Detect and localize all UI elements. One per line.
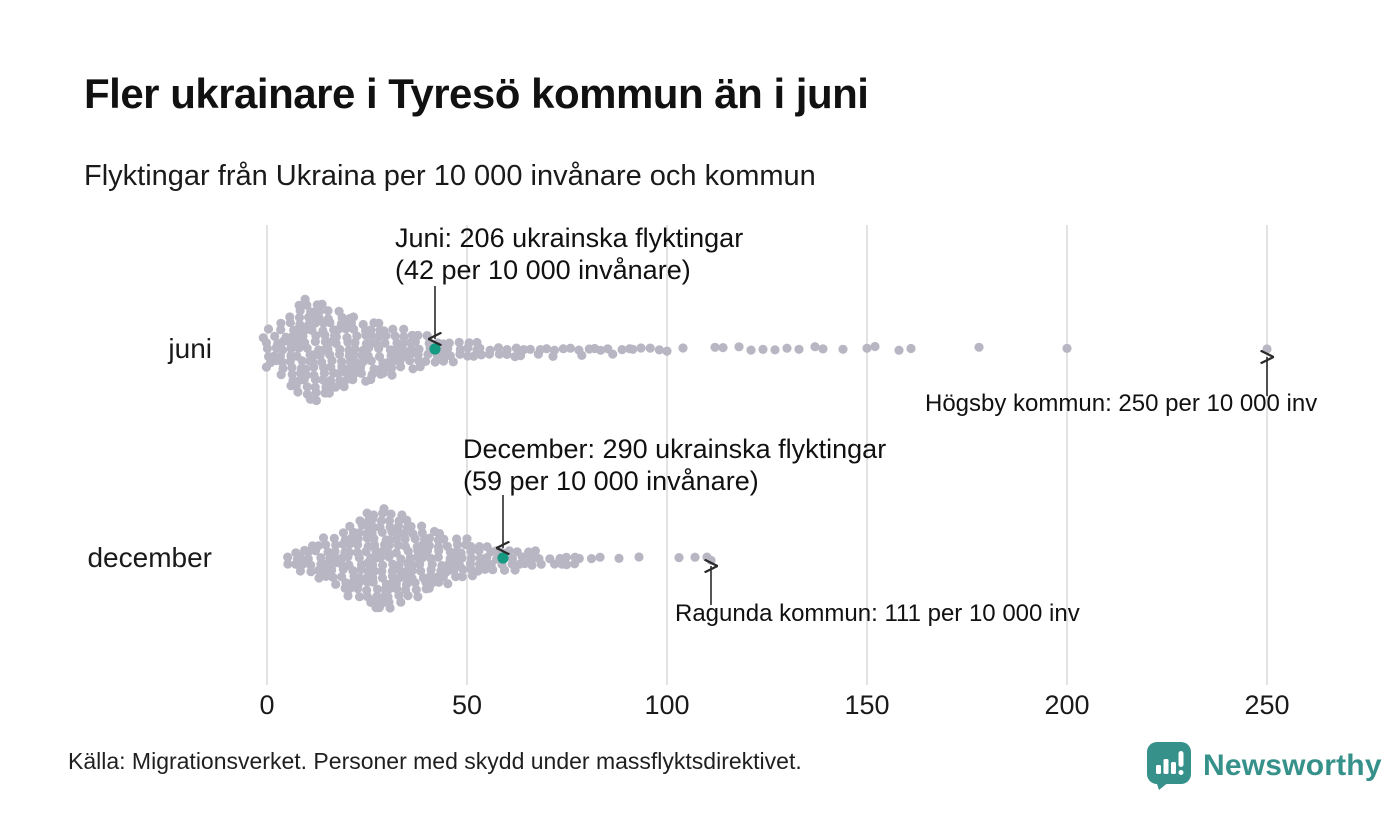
x-tick-label: 250 bbox=[1244, 690, 1290, 720]
x-tick-label: 150 bbox=[844, 690, 890, 720]
annotation-juni-line2: (42 per 10 000 invånare) bbox=[395, 255, 691, 285]
newsworthy-logo-text: Newsworthy bbox=[1203, 749, 1382, 782]
row-label-juni: juni bbox=[168, 333, 212, 364]
x-tick-label: 0 bbox=[259, 690, 275, 720]
annotation-ragunda-outlier: Ragunda kommun: 111 per 10 000 inv bbox=[675, 600, 1080, 627]
beeswarm-dots bbox=[258, 294, 1272, 613]
gridlines bbox=[266, 225, 1268, 685]
newsworthy-logo-icon bbox=[1146, 741, 1192, 791]
page-title: Fler ukrainare i Tyresö kommun än i juni bbox=[84, 70, 869, 117]
annotation-december-line1: December: 290 ukrainska flyktingar bbox=[463, 434, 887, 464]
annotation-juni-highlight: Juni: 206 ukrainska flyktingar (42 per 1… bbox=[395, 222, 743, 286]
x-tick-label: 200 bbox=[1044, 690, 1090, 720]
x-tick-label: 50 bbox=[451, 690, 483, 720]
newsworthy-logo: Newsworthy bbox=[1146, 741, 1382, 791]
annotation-arrows bbox=[435, 286, 1267, 605]
annotation-juni-line1: Juni: 206 ukrainska flyktingar bbox=[395, 223, 744, 253]
annotation-december-line2: (59 per 10 000 invånare) bbox=[463, 466, 759, 496]
annotation-december-highlight: December: 290 ukrainska flyktingar (59 p… bbox=[463, 433, 886, 497]
source-note: Källa: Migrationsverket. Personer med sk… bbox=[68, 748, 802, 774]
annotation-hogsby-outlier: Högsby kommun: 250 per 10 000 inv bbox=[925, 390, 1318, 417]
chart-subtitle: Flyktingar från Ukraina per 10 000 invån… bbox=[84, 160, 816, 192]
row-label-december: december bbox=[87, 542, 212, 573]
x-tick-label: 100 bbox=[644, 690, 690, 720]
